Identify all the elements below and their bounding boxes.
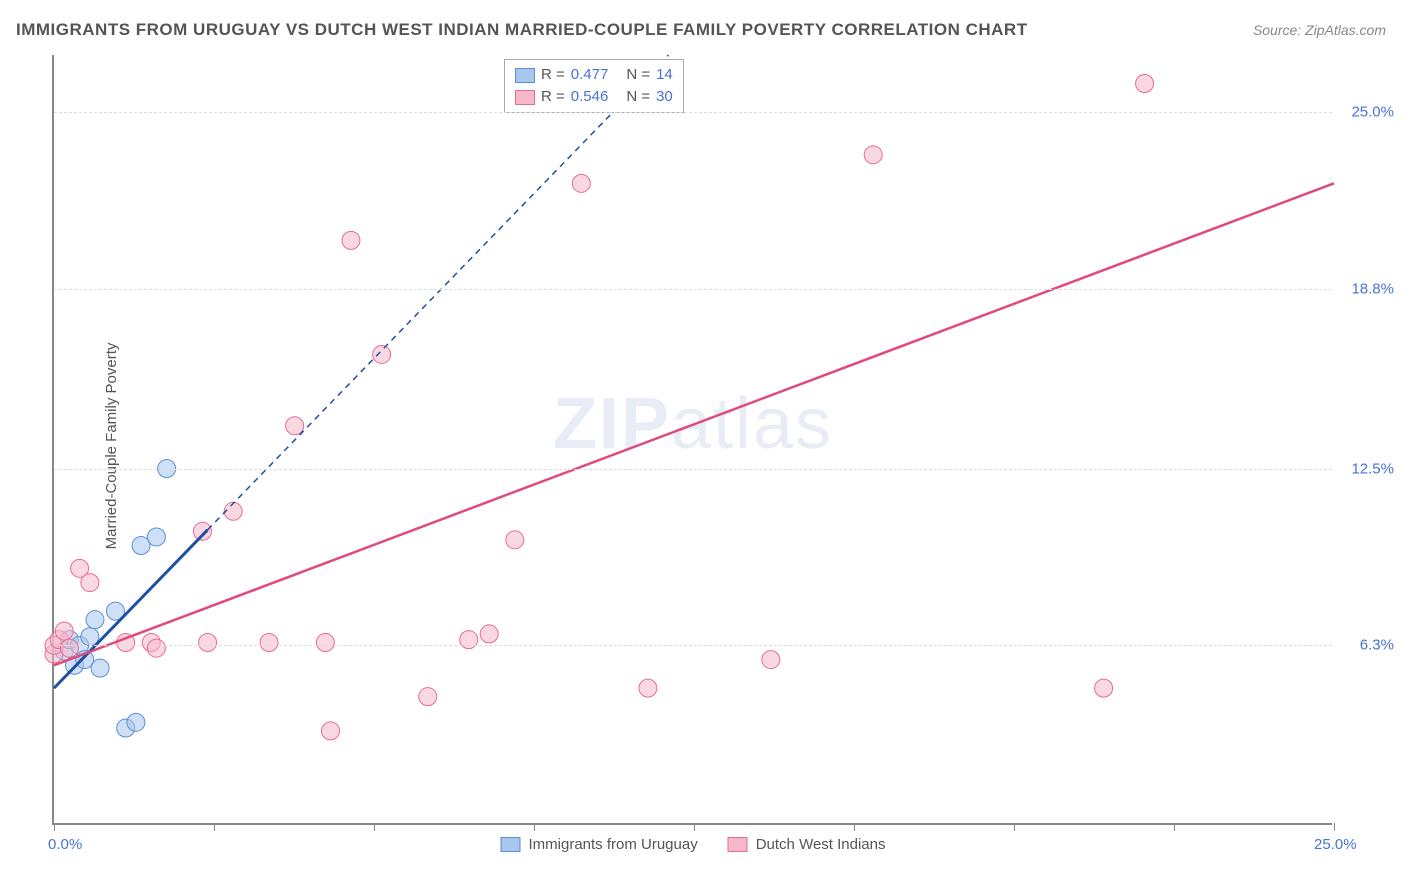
scatter-point <box>762 651 780 669</box>
plot-area: ZIPatlas R =0.477N =14R =0.546N =30 Immi… <box>52 55 1332 825</box>
scatter-point <box>1136 75 1154 93</box>
legend-swatch <box>515 68 535 83</box>
x-tick <box>374 823 375 831</box>
scatter-point <box>91 659 109 677</box>
x-tick <box>1174 823 1175 831</box>
legend-series-label: Immigrants from Uruguay <box>528 836 697 853</box>
legend-series-item: Immigrants from Uruguay <box>500 836 697 853</box>
x-tick <box>694 823 695 831</box>
legend-stats: R = 0.477 N = 14 R = 0.546 N = 30 <box>504 59 684 113</box>
scatter-point <box>147 528 165 546</box>
scatter-point <box>316 633 334 651</box>
legend-series: Immigrants from Uruguay Dutch West Indian… <box>500 836 885 853</box>
scatter-point <box>373 345 391 363</box>
scatter-point <box>419 688 437 706</box>
regression-line-dashed <box>208 55 669 530</box>
scatter-point <box>55 622 73 640</box>
regression-line <box>54 530 208 688</box>
regression-line <box>54 183 1334 665</box>
scatter-point <box>224 502 242 520</box>
x-tick <box>1014 823 1015 831</box>
x-tick <box>214 823 215 831</box>
x-tick <box>534 823 535 831</box>
scatter-point <box>286 417 304 435</box>
scatter-point <box>260 633 278 651</box>
scatter-point <box>506 531 524 549</box>
scatter-point <box>342 231 360 249</box>
y-tick-label: 6.3% <box>1360 637 1394 654</box>
gridline-h <box>54 289 1332 290</box>
scatter-point <box>639 679 657 697</box>
scatter-point <box>572 174 590 192</box>
legend-r-value: 0.477 <box>571 64 609 86</box>
legend-n-value: 14 <box>656 64 673 86</box>
y-tick-label: 18.8% <box>1351 280 1394 297</box>
x-tick <box>54 823 55 831</box>
chart-title: IMMIGRANTS FROM URUGUAY VS DUTCH WEST IN… <box>16 20 1028 40</box>
legend-swatch <box>728 837 748 852</box>
legend-swatch <box>500 837 520 852</box>
scatter-point <box>864 146 882 164</box>
y-tick-label: 12.5% <box>1351 460 1394 477</box>
gridline-h <box>54 112 1332 113</box>
scatter-point <box>127 713 145 731</box>
scatter-point <box>147 639 165 657</box>
x-tick-label: 25.0% <box>1314 836 1357 853</box>
source-attribution: Source: ZipAtlas.com <box>1253 22 1386 38</box>
scatter-point <box>480 625 498 643</box>
scatter-point <box>193 522 211 540</box>
legend-series-label: Dutch West Indians <box>756 836 886 853</box>
legend-r-label: R = <box>541 86 565 108</box>
legend-stats-row: R = 0.477 N = 14 <box>515 64 673 86</box>
scatter-point <box>81 574 99 592</box>
scatter-point <box>86 611 104 629</box>
scatter-point <box>1095 679 1113 697</box>
y-tick-label: 25.0% <box>1351 104 1394 121</box>
legend-n-value: 30 <box>656 86 673 108</box>
scatter-point <box>199 633 217 651</box>
scatter-point <box>321 722 339 740</box>
x-tick <box>1334 823 1335 831</box>
x-tick-label: 0.0% <box>48 836 82 853</box>
legend-swatch <box>515 90 535 105</box>
legend-stats-row: R = 0.546 N = 30 <box>515 86 673 108</box>
legend-r-value: 0.546 <box>571 86 609 108</box>
legend-r-label: R = <box>541 64 565 86</box>
legend-n-label: N = <box>626 86 650 108</box>
legend-n-label: N = <box>626 64 650 86</box>
x-tick <box>854 823 855 831</box>
gridline-h <box>54 469 1332 470</box>
scatter-point <box>60 639 78 657</box>
chart-svg <box>54 55 1332 823</box>
gridline-h <box>54 645 1332 646</box>
legend-series-item: Dutch West Indians <box>728 836 886 853</box>
